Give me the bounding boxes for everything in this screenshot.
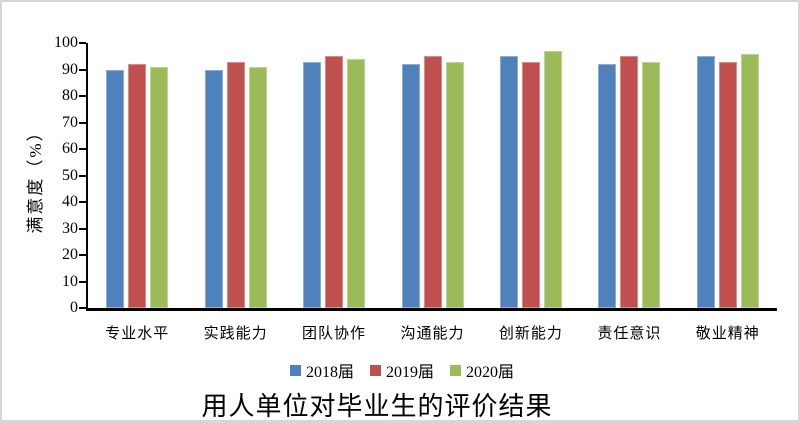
bar-2019届-团队协作 — [325, 56, 344, 308]
bar-2019届-敬业精神 — [718, 61, 737, 308]
y-tick-label: 50 — [62, 166, 78, 184]
x-category-label-专业水平: 专业水平 — [105, 326, 170, 342]
y-tick-label: 10 — [62, 272, 78, 290]
bar-2019届-责任意识 — [620, 56, 639, 308]
x-category-label-团队协作: 团队协作 — [302, 326, 367, 342]
y-tick-mark — [79, 42, 86, 44]
bar-2019届-沟通能力 — [423, 56, 442, 308]
bar-2020届-沟通能力 — [445, 61, 464, 308]
legend-swatch-icon — [289, 364, 301, 376]
y-tick-mark — [79, 95, 86, 97]
y-tick-label: 0 — [70, 299, 78, 316]
bar-2018届-实践能力 — [204, 69, 223, 308]
x-axis-line — [86, 308, 777, 311]
y-tick-label: 90 — [62, 60, 78, 78]
y-tick-mark — [79, 121, 86, 124]
y-tick-label: 30 — [62, 219, 78, 237]
bar-2018届-团队协作 — [303, 61, 322, 308]
x-category-label-责任意识: 责任意识 — [597, 326, 662, 342]
y-axis-line — [86, 43, 88, 308]
bar-2020届-专业水平 — [150, 66, 169, 308]
bar-2020届-责任意识 — [642, 61, 661, 308]
legend-swatch-icon — [450, 364, 461, 376]
y-tick-mark — [79, 227, 86, 230]
y-tick-mark — [79, 201, 86, 203]
y-tick-mark — [79, 148, 86, 150]
y-tick-label: 40 — [62, 193, 78, 210]
legend: 2018届 2019届 2020届 — [2, 358, 798, 382]
legend-label: 2018届 — [305, 364, 354, 381]
bar-2020届-实践能力 — [248, 66, 267, 308]
bar-2019届-创新能力 — [521, 61, 540, 308]
y-tick-label: 70 — [62, 113, 78, 131]
bar-2018届-创新能力 — [499, 56, 518, 308]
y-tick-label: 80 — [62, 87, 78, 104]
x-category-label-敬业精神: 敬业精神 — [695, 326, 760, 342]
y-tick-mark — [79, 174, 86, 177]
y-tick-mark — [79, 254, 86, 256]
y-tick-label: 60 — [62, 140, 78, 157]
legend-label: 2019届 — [385, 364, 434, 381]
bar-2019届-专业水平 — [128, 64, 147, 308]
bar-2019届-实践能力 — [226, 61, 245, 308]
chart-title: 用人单位对毕业生的评价结果 — [201, 392, 553, 421]
bar-2020届-敬业精神 — [740, 53, 759, 308]
bar-2018届-敬业精神 — [696, 56, 715, 308]
y-tick-label: 100 — [54, 34, 78, 51]
legend-swatch-icon — [369, 364, 381, 376]
y-tick-mark — [79, 68, 86, 71]
bar-2020届-团队协作 — [347, 58, 366, 308]
legend-label: 2020届 — [466, 364, 515, 381]
x-category-label-沟通能力: 沟通能力 — [400, 326, 465, 342]
bar-2018届-责任意识 — [598, 64, 617, 308]
x-category-label-实践能力: 实践能力 — [203, 326, 268, 342]
x-category-label-创新能力: 创新能力 — [498, 326, 563, 342]
y-tick-mark — [79, 280, 86, 283]
legend-item-2019届: 2019届 — [369, 358, 434, 382]
legend-item-2018届: 2018届 — [289, 358, 354, 382]
bar-2020届-创新能力 — [543, 50, 562, 308]
y-tick-label: 20 — [62, 246, 78, 263]
bar-2018届-沟通能力 — [401, 64, 420, 308]
legend-item-2020届: 2020届 — [450, 358, 514, 382]
bar-2018届-专业水平 — [106, 69, 125, 308]
y-tick-mark — [79, 307, 86, 309]
